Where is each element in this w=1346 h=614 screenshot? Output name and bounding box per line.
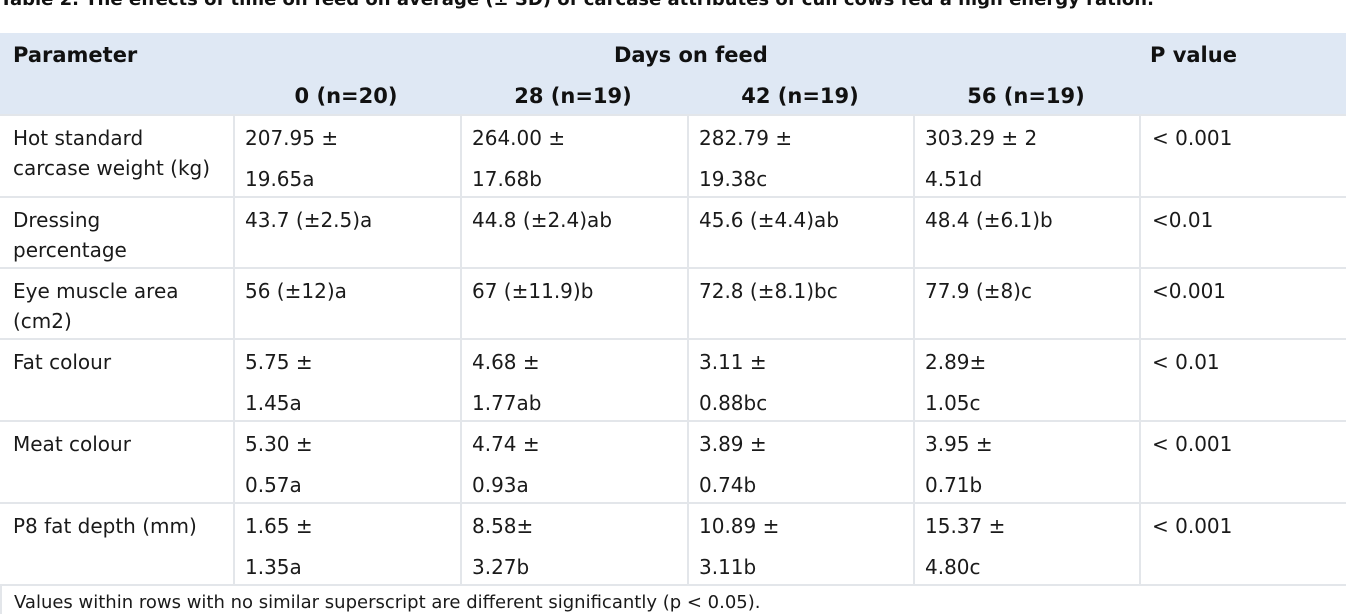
row-value: 10.89 ±3.11b: [699, 514, 780, 579]
row-parameter: Hot standard carcase weight (kg): [13, 126, 211, 180]
row-p-value: < 0.001: [1152, 126, 1233, 150]
row-value: 72.8 (±8.1)bc: [699, 279, 838, 303]
header-day-56: 56 (n=19): [967, 84, 1085, 108]
row-parameter: Meat colour: [13, 432, 131, 456]
row-value: 5.30 ±0.57a: [245, 432, 313, 497]
header-day-42: 42 (n=19): [741, 84, 859, 108]
table-row: Fat colour 5.75 ±1.45a 4.68 ±1.77ab 3.11…: [0, 338, 1346, 422]
row-value: 282.79 ±19.38c: [699, 126, 793, 191]
row-value: 8.58± 3.27b: [472, 514, 534, 579]
row-value: 3.11 ±0.88bc: [699, 350, 768, 415]
row-value: 77.9 (±8)c: [925, 279, 1032, 303]
row-value: 207.95 ±19.65a: [245, 126, 339, 191]
row-value: 45.6 (±4.4)ab: [699, 208, 840, 232]
row-value: 44.8 (±2.4)ab: [472, 208, 613, 232]
row-value: 56 (±12)a: [245, 279, 347, 303]
header-days-on-feed: Days on feed: [614, 43, 768, 67]
row-p-value: < 0.001: [1152, 514, 1233, 538]
row-parameter: P8 fat depth (mm): [13, 514, 197, 538]
table-row: Eye muscle area (cm2) 56 (±12)a 67 (±11.9…: [0, 267, 1346, 340]
table-header: Parameter Days on feed P value 0 (n=20) …: [0, 33, 1346, 114]
table-footnote: Values within rows with no similar super…: [0, 584, 1346, 614]
header-parameter: Parameter: [13, 43, 138, 67]
row-value: 3.89 ±0.74b: [699, 432, 767, 497]
row-p-value: <0.01: [1152, 208, 1214, 232]
row-parameter: Fat colour: [13, 350, 112, 374]
row-parameter: Eye muscle area (cm2): [13, 279, 179, 333]
row-value: 2.89± 1.05c: [925, 350, 987, 415]
row-value: 3.95 ±0.71b: [925, 432, 993, 497]
header-day-28: 28 (n=19): [514, 84, 632, 108]
header-day-0: 0 (n=20): [294, 84, 398, 108]
table-caption: Table 2. The effects of time on feed on …: [0, 0, 1346, 11]
row-p-value: < 0.001: [1152, 432, 1233, 456]
row-parameter: Dressing percentage: [13, 208, 127, 262]
row-value: 48.4 (±6.1)b: [925, 208, 1053, 232]
row-value: 4.74 ±0.93a: [472, 432, 540, 497]
row-value: 43.7 (±2.5)a: [245, 208, 373, 232]
row-p-value: < 0.01: [1152, 350, 1220, 374]
row-value: 5.75 ±1.45a: [245, 350, 313, 415]
row-value: 303.29 ± 2 4.51d: [925, 126, 1038, 191]
row-value: 4.68 ±1.77ab: [472, 350, 542, 415]
table-row: Hot standard carcase weight (kg) 207.95 ±…: [0, 114, 1346, 198]
table-row: P8 fat depth (mm) 1.65 ±1.35a 8.58± 3.27b…: [0, 502, 1346, 586]
row-value: 264.00 ±17.68b: [472, 126, 566, 191]
row-value: 15.37 ±4.80c: [925, 514, 1006, 579]
table-row: Meat colour 5.30 ±0.57a 4.74 ±0.93a 3.89…: [0, 420, 1346, 504]
header-p-value: P value: [1150, 43, 1237, 67]
table-row: Dressing percentage 43.7 (±2.5)a 44.8 (±2…: [0, 196, 1346, 269]
row-value: 67 (±11.9)b: [472, 279, 594, 303]
row-p-value: <0.001: [1152, 279, 1227, 303]
row-value: 1.65 ±1.35a: [245, 514, 313, 579]
